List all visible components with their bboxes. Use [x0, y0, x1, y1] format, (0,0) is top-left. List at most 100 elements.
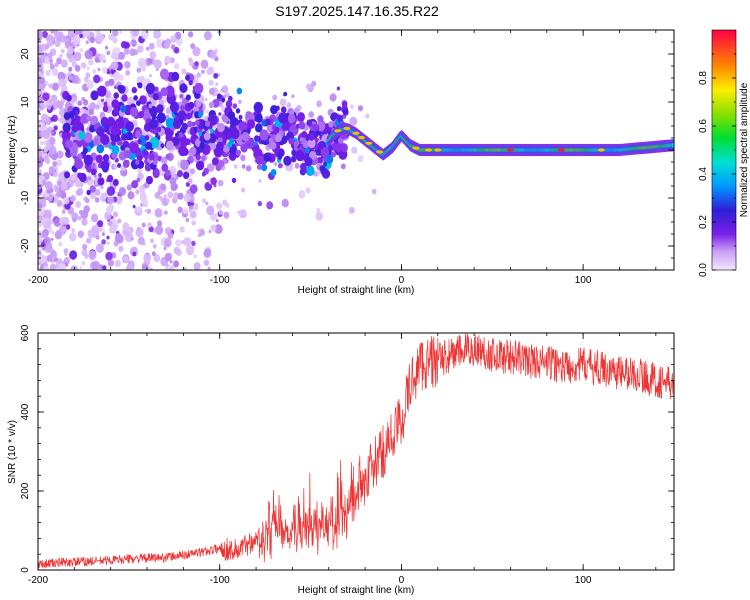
noise-blob	[50, 94, 58, 102]
noise-blob	[220, 88, 224, 93]
noise-blob	[59, 54, 63, 58]
noise-blob	[205, 201, 209, 206]
noise-blob	[72, 35, 81, 46]
signal-blob	[145, 82, 156, 95]
signal-blob	[165, 140, 174, 151]
signal-blob	[198, 131, 203, 137]
noise-blob	[105, 251, 113, 261]
signal-blob	[98, 173, 102, 178]
noise-blob	[71, 228, 76, 233]
signal-blob	[108, 78, 115, 87]
noise-blob	[218, 112, 222, 116]
signal-blob	[199, 147, 204, 153]
noise-blob	[102, 195, 106, 199]
noise-blob	[49, 58, 53, 63]
signal-blob	[137, 82, 143, 89]
signal-blob	[194, 82, 204, 94]
noise-blob	[148, 226, 154, 233]
noise-blob	[137, 45, 144, 53]
noise-blob	[60, 49, 65, 54]
noise-blob	[105, 206, 113, 215]
signal-blob	[181, 122, 188, 131]
signal-blob	[124, 150, 131, 158]
signal-blob	[218, 160, 225, 168]
noise-blob	[168, 265, 175, 270]
noise-blob	[110, 61, 119, 71]
noise-blob	[191, 240, 196, 247]
signal-blob	[99, 111, 106, 119]
noise-blob	[201, 198, 206, 204]
noise-blob	[145, 46, 150, 51]
signal-blob	[179, 94, 184, 99]
signal-blob	[156, 104, 164, 114]
spectrogram-plot-area	[38, 30, 674, 270]
signal-blob	[283, 91, 288, 97]
signal-blob	[235, 108, 241, 114]
signal-blob	[342, 108, 349, 116]
signal-blob	[118, 85, 126, 94]
signal-blob	[178, 132, 184, 138]
noise-blob	[274, 162, 278, 166]
noise-blob	[107, 220, 113, 227]
signal-blob	[238, 114, 243, 120]
noise-blob	[81, 218, 88, 226]
noise-blob	[158, 99, 164, 106]
signal-blob	[235, 149, 241, 156]
signal-blob	[269, 141, 277, 150]
noise-blob	[305, 187, 311, 194]
signal-blob	[246, 119, 256, 129]
signal-blob	[68, 111, 75, 119]
signal-blob	[340, 143, 348, 153]
noise-blob	[371, 188, 377, 195]
noise-blob	[169, 57, 175, 64]
signal-blob	[131, 180, 139, 189]
signal-blob	[160, 87, 168, 97]
noise-blob	[81, 260, 86, 266]
noise-blob	[118, 245, 124, 252]
noise-blob	[70, 233, 75, 239]
noise-blob	[210, 224, 217, 232]
signal-blob	[144, 109, 150, 116]
noise-blob	[38, 158, 44, 168]
noise-blob	[52, 82, 59, 91]
signal-blob	[125, 131, 133, 141]
signal-blob	[165, 117, 175, 129]
snr-y-tick-label: 600	[20, 324, 31, 341]
colorbar-tick-label: 0.4	[698, 167, 709, 181]
noise-blob	[44, 44, 50, 50]
noise-blob	[170, 44, 176, 50]
noise-blob	[350, 104, 354, 109]
signal-blob	[71, 124, 78, 133]
noise-blob	[74, 30, 83, 35]
noise-blob	[106, 235, 110, 240]
signal-blob	[145, 141, 153, 150]
signal-blob	[277, 163, 283, 169]
signal-blob	[152, 168, 160, 177]
noise-blob	[104, 45, 109, 50]
noise-blob	[192, 46, 201, 57]
signal-blob	[216, 93, 222, 100]
noise-blob	[67, 45, 74, 55]
noise-blob	[112, 211, 119, 218]
signal-blob	[156, 112, 166, 124]
noise-blob	[189, 210, 197, 219]
signal-blob	[90, 115, 99, 126]
signal-blob	[335, 143, 343, 153]
spectrogram-x-tick-label: 0	[399, 275, 405, 286]
noise-blob	[49, 263, 57, 270]
signal-blob	[63, 112, 71, 121]
noise-blob	[48, 166, 56, 174]
signal-blob	[136, 154, 143, 162]
noise-blob	[109, 224, 117, 234]
noise-blob	[208, 87, 215, 95]
signal-blob	[293, 140, 299, 148]
signal-blob	[185, 94, 191, 101]
snr-ticks: -200 -100 0 100 0 200 400 600	[20, 324, 674, 586]
noise-blob	[43, 219, 51, 229]
noise-blob	[84, 49, 93, 60]
noise-blob	[129, 48, 136, 56]
noise-blob	[47, 105, 52, 111]
noise-blob	[52, 161, 57, 167]
signal-blob	[136, 100, 141, 106]
noise-blob	[82, 99, 89, 106]
